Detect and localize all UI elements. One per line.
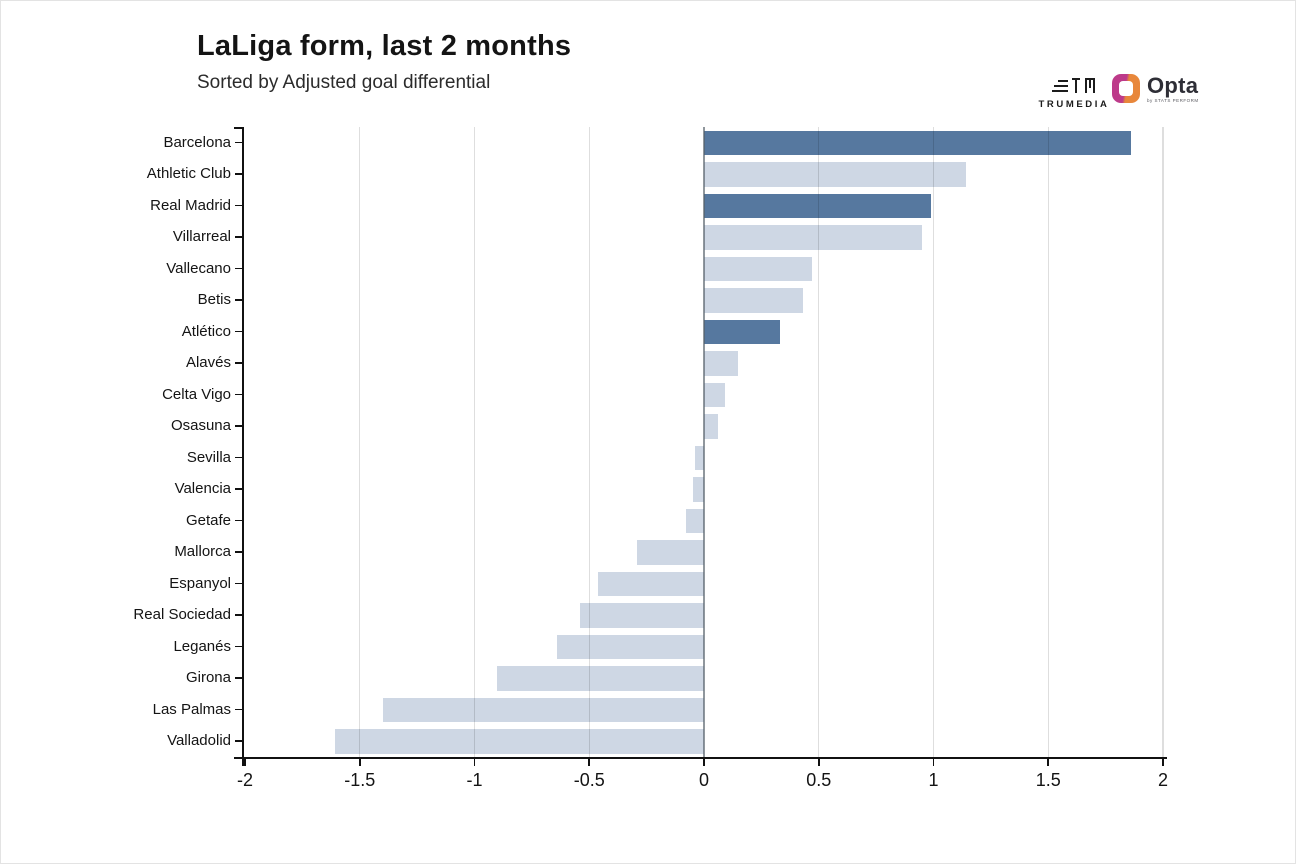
bar <box>382 697 704 722</box>
y-tick <box>235 519 243 522</box>
team-label: Real Madrid <box>150 196 231 214</box>
y-tick <box>235 456 243 459</box>
y-tick <box>235 740 243 742</box>
x-tick <box>1162 759 1164 766</box>
y-tick <box>235 551 243 553</box>
y-tick <box>235 236 243 238</box>
y-tick <box>235 267 243 270</box>
gridline <box>818 127 820 757</box>
bar <box>637 540 704 565</box>
y-tick <box>235 582 243 585</box>
team-label: Valladolid <box>167 732 231 750</box>
y-tick <box>235 362 243 364</box>
x-tick <box>588 759 591 766</box>
y-tick <box>235 708 243 711</box>
bar <box>580 603 704 628</box>
opta-logo-sublabel: by STATS PERFORM <box>1147 98 1199 103</box>
bar <box>704 319 780 344</box>
y-tick <box>235 173 243 175</box>
bar <box>704 193 932 218</box>
gridline <box>1162 127 1164 757</box>
x-tick-label: 1.5 <box>1035 770 1061 790</box>
opta-logo-icon <box>1112 74 1140 103</box>
page-subtitle: Sorted by Adjusted goal differential <box>197 72 491 93</box>
zero-gridline <box>703 127 705 757</box>
bar <box>704 162 966 187</box>
x-tick <box>358 759 361 766</box>
y-tick <box>235 645 243 648</box>
bar <box>704 225 923 250</box>
team-label: Athletic Club <box>146 165 231 183</box>
team-label: Villarreal <box>172 228 231 246</box>
team-label: Leganés <box>173 637 231 655</box>
team-label: Barcelona <box>163 133 231 151</box>
team-label: Celta Vigo <box>162 385 231 403</box>
y-tick <box>235 488 243 490</box>
bar <box>704 382 725 407</box>
x-tick-label: -2 <box>236 770 253 790</box>
gridline <box>359 127 361 757</box>
bar <box>685 508 704 533</box>
x-tick <box>244 759 246 766</box>
y-tick <box>235 425 243 427</box>
bar <box>692 477 704 502</box>
team-label: Valencia <box>174 480 231 498</box>
x-tick-label: -0.5 <box>573 770 605 790</box>
x-tick-label: 1 <box>928 770 939 790</box>
x-tick <box>703 759 705 766</box>
team-label: Las Palmas <box>152 700 231 718</box>
team-label: Getafe <box>185 511 231 529</box>
x-tick <box>1047 759 1050 766</box>
team-label: Mallorca <box>174 543 231 561</box>
team-label: Atlético <box>181 322 231 340</box>
x-tick-label: 0.5 <box>806 770 832 790</box>
y-tick <box>235 204 243 207</box>
team-label: Osasuna <box>170 417 231 435</box>
x-tick-label: 2 <box>1157 770 1168 790</box>
bar <box>704 256 812 281</box>
y-axis-top-tick <box>234 127 243 129</box>
gridline <box>473 127 476 757</box>
bar <box>704 414 718 439</box>
y-tick <box>235 677 243 679</box>
y-tick <box>235 330 243 333</box>
y-axis-line <box>242 127 244 766</box>
team-label: Girona <box>185 669 231 687</box>
x-tick-label: -1.5 <box>344 770 376 790</box>
trumedia-logo: TRUMEDIA <box>1037 76 1111 110</box>
team-label: Espanyol <box>169 574 231 592</box>
x-tick-label: 0 <box>698 770 709 790</box>
gridline <box>1047 127 1049 757</box>
bar <box>694 445 704 470</box>
bar <box>598 571 704 596</box>
team-label: Alavés <box>185 354 231 372</box>
y-tick <box>235 299 243 301</box>
team-label: Betis <box>197 291 231 309</box>
x-tick <box>473 759 476 766</box>
team-label: Vallecano <box>166 259 231 277</box>
bar <box>704 130 1131 155</box>
bar <box>704 288 803 313</box>
y-tick <box>235 141 243 144</box>
x-tick-label: -1 <box>466 770 483 790</box>
trumedia-logo-label: TRUMEDIA <box>1038 99 1110 110</box>
trumedia-logo-icon <box>1037 76 1111 96</box>
y-tick <box>235 614 243 616</box>
opta-logo: Opta by STATS PERFORM <box>1112 74 1199 103</box>
page-title: LaLiga form, last 2 months <box>197 30 572 62</box>
y-tick <box>235 393 243 396</box>
team-label: Real Sociedad <box>133 606 231 624</box>
gridline <box>588 127 590 757</box>
gridline <box>932 127 935 757</box>
x-axis-line <box>234 757 1167 759</box>
team-label: Sevilla <box>186 448 231 466</box>
bar <box>497 666 704 691</box>
x-tick <box>817 759 820 766</box>
x-tick <box>932 759 935 766</box>
bar <box>704 351 739 376</box>
opta-logo-label: Opta <box>1147 73 1199 98</box>
bar <box>557 634 704 659</box>
bar <box>334 729 704 754</box>
